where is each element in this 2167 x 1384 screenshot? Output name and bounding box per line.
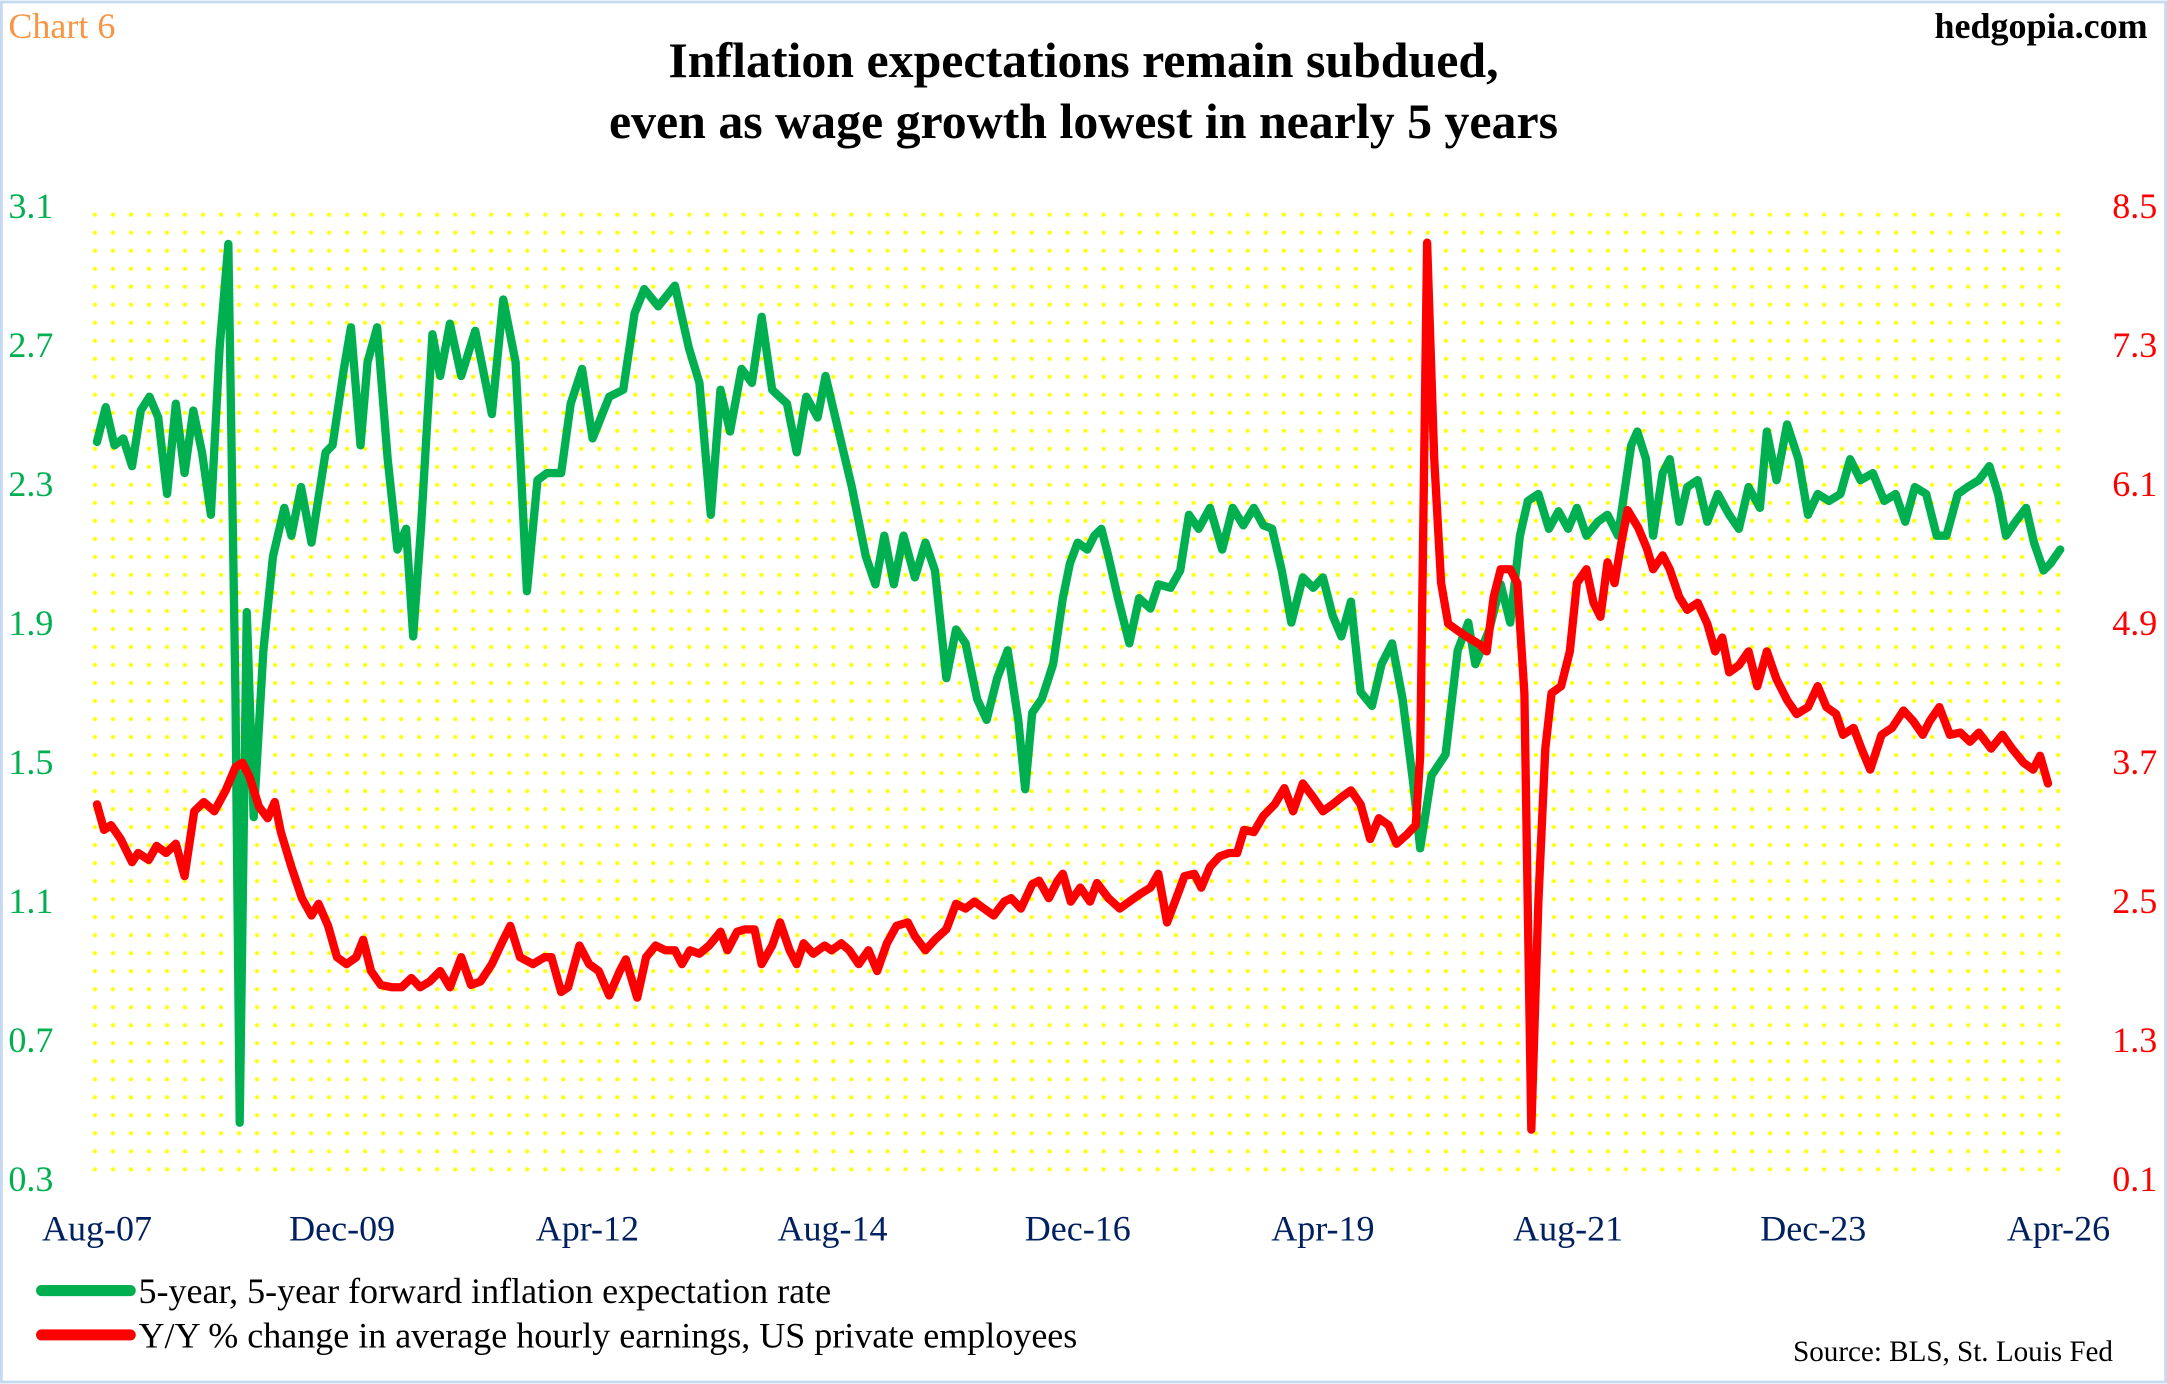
right-tick-label: 8.5 xyxy=(2112,186,2157,226)
chart-title-line-1: Inflation expectations remain subdued, xyxy=(668,33,1498,88)
left-tick-label: 2.7 xyxy=(8,325,53,365)
x-tick-label: Dec-09 xyxy=(289,1209,395,1249)
left-tick-label: 1.1 xyxy=(8,881,53,921)
x-tick-label: Aug-07 xyxy=(42,1209,152,1249)
legend-swatch-red xyxy=(36,1329,136,1341)
left-tick-label: 1.9 xyxy=(8,603,53,643)
x-tick-label: Apr-12 xyxy=(536,1209,639,1249)
source-note: Source: BLS, St. Louis Fed xyxy=(1793,1336,2113,1368)
left-tick-label: 0.7 xyxy=(8,1020,53,1060)
series-line-inflation-expectation xyxy=(92,239,2065,1127)
x-tick-label: Apr-19 xyxy=(1271,1209,1374,1249)
plot-area xyxy=(85,205,2071,1184)
series-line-hourly-earnings xyxy=(92,238,2053,1134)
left-tick-label: 0.3 xyxy=(8,1159,53,1199)
x-tick-label: Dec-16 xyxy=(1025,1209,1131,1249)
left-tick-label: 1.5 xyxy=(8,742,53,782)
right-tick-label: 7.3 xyxy=(2112,325,2157,365)
x-tick-label: Aug-14 xyxy=(778,1209,888,1249)
series-lines xyxy=(92,238,2065,1134)
chart-title-line-2: even as wage growth lowest in nearly 5 y… xyxy=(609,94,1558,149)
right-tick-label: 1.3 xyxy=(2112,1020,2157,1060)
right-tick-label: 6.1 xyxy=(2112,464,2157,504)
chart-label: Chart 6 xyxy=(8,6,115,46)
x-tick-label: Aug-21 xyxy=(1513,1209,1623,1249)
right-axis: 8.5 7.3 6.1 4.9 3.7 2.5 1.3 0.1 xyxy=(2112,186,2157,1199)
left-tick-label: 2.3 xyxy=(8,464,53,504)
x-tick-label: Dec-23 xyxy=(1760,1209,1866,1249)
legend-label-red: Y/Y % change in average hourly earnings,… xyxy=(139,1315,1078,1355)
x-axis: Aug-07 Dec-09 Apr-12 Aug-14 Dec-16 Apr-19 Aug-… xyxy=(42,1209,2110,1249)
right-tick-label: 3.7 xyxy=(2112,742,2157,782)
right-tick-label: 4.9 xyxy=(2112,603,2157,643)
left-axis: 3.1 2.7 2.3 1.9 1.5 1.1 0.7 0.3 xyxy=(8,186,53,1199)
left-tick-label: 3.1 xyxy=(8,186,53,226)
right-tick-label: 2.5 xyxy=(2112,881,2157,921)
legend-swatch-green xyxy=(36,1285,136,1297)
x-tick-label: Apr-26 xyxy=(2007,1209,2110,1249)
legend-label-green: 5-year, 5-year forward inflation expecta… xyxy=(139,1271,832,1311)
right-tick-label: 0.1 xyxy=(2112,1159,2157,1199)
legend: 5-year, 5-year forward inflation expecta… xyxy=(36,1271,1077,1355)
brand-label: hedgopia.com xyxy=(1934,6,2147,46)
